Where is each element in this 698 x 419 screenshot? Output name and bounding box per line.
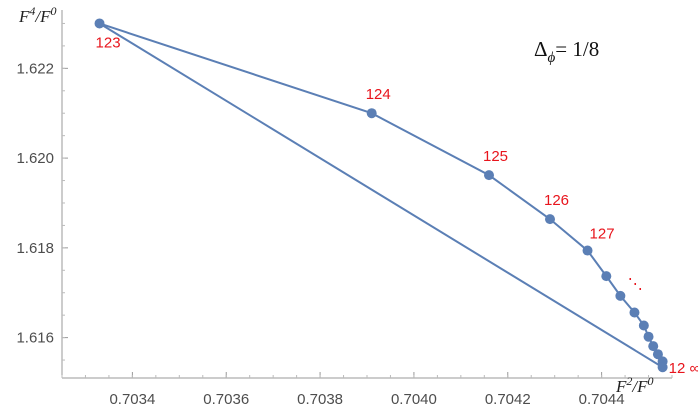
x-tick-label: 0.7042 — [485, 391, 531, 408]
point-label: 125 — [483, 148, 508, 165]
data-point — [601, 271, 612, 282]
point-label: 12 ∞ — [669, 360, 698, 377]
x-tick-label: 0.7034 — [109, 391, 155, 408]
data-point — [629, 307, 640, 318]
point-label: 124 — [366, 86, 391, 103]
data-point — [615, 290, 626, 301]
data-point — [657, 362, 668, 373]
x-axis-label: F2/F0 — [615, 374, 654, 396]
y-axis-label: F4/F0 — [18, 4, 57, 26]
data-point — [94, 18, 105, 29]
data-point — [582, 245, 593, 256]
closing-line — [99, 22, 664, 369]
axes — [61, 10, 672, 379]
data-point — [545, 214, 555, 225]
point-label: ⋱ — [628, 276, 643, 293]
y-tick-label: 1.620 — [16, 150, 54, 167]
data-point — [648, 341, 659, 352]
x-tick-label: 0.7036 — [203, 391, 249, 408]
point-labels: 123 124 125 126 127 ⋱ 12 ∞ — [96, 34, 698, 377]
y-tick-label: 1.622 — [16, 60, 54, 77]
data-point — [643, 331, 654, 342]
delta-annotation: Δϕ= 1/8 — [534, 37, 599, 66]
series-points — [94, 18, 668, 373]
y-tick-label: 1.616 — [16, 330, 54, 347]
point-label: 127 — [590, 226, 615, 243]
series-lines — [99, 22, 664, 369]
x-tick-label: 0.7044 — [579, 391, 625, 408]
point-label: 126 — [544, 192, 569, 209]
data-point — [638, 320, 649, 331]
ticks: 0.7034 0.7036 0.7038 0.7040 0.7042 0.7044 1.61… — [16, 22, 673, 408]
point-label: 123 — [96, 34, 121, 51]
y-tick-label: 1.618 — [16, 240, 54, 257]
x-tick-label: 0.7038 — [297, 391, 343, 408]
data-point — [652, 349, 663, 360]
data-point — [484, 170, 494, 181]
data-point — [366, 108, 377, 119]
x-tick-label: 0.7040 — [391, 391, 437, 408]
